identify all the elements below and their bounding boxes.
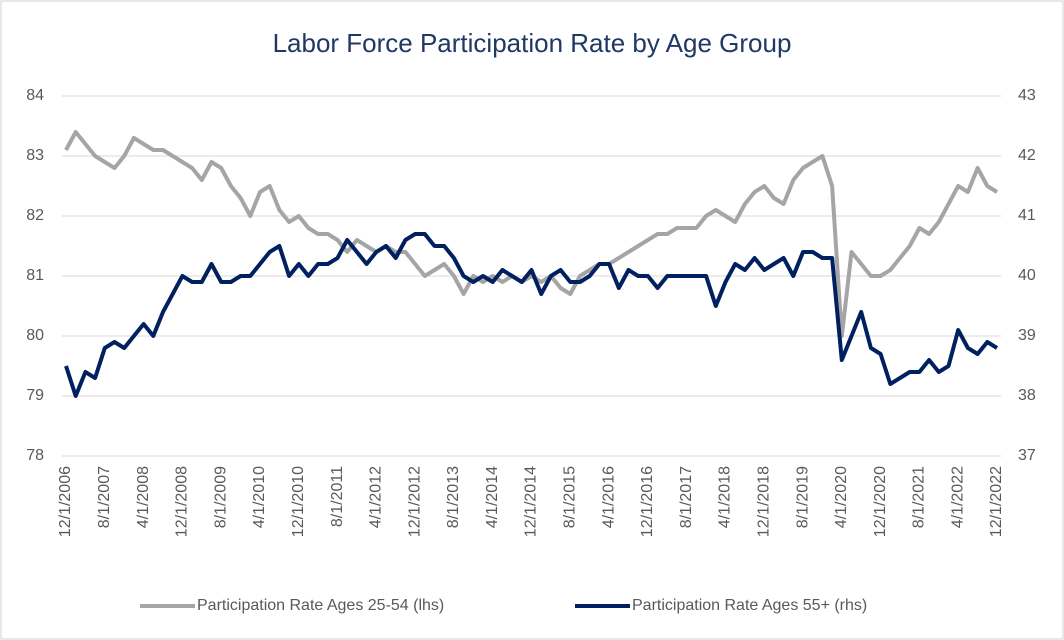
y2-tick-label: 42 — [1018, 147, 1036, 164]
x-tick-label: 4/1/2010 — [251, 466, 268, 528]
x-tick-label: 4/1/2008 — [135, 466, 152, 528]
x-tick-label: 8/1/2013 — [445, 466, 462, 528]
y-tick-label: 83 — [26, 147, 44, 164]
x-tick-label: 4/1/2014 — [484, 466, 501, 528]
x-tick-label: 8/1/2009 — [212, 466, 229, 528]
y2-tick-label: 41 — [1018, 207, 1036, 224]
y2-tick-label: 39 — [1018, 327, 1036, 344]
y-tick-label: 78 — [26, 447, 44, 464]
series-line — [64, 232, 999, 398]
x-tick-label: 8/1/2017 — [678, 466, 695, 528]
y2-tick-label: 38 — [1018, 387, 1036, 404]
x-tick-label: 8/1/2015 — [562, 466, 579, 528]
x-tick-label: 12/1/2006 — [57, 466, 74, 537]
y-tick-label: 79 — [26, 387, 44, 404]
y-tick-label: 84 — [26, 87, 44, 104]
legend-label: Participation Rate Ages 25-54 (lhs) — [197, 597, 444, 614]
x-tick-label: 4/1/2020 — [833, 466, 850, 528]
x-tick-label: 12/1/2008 — [174, 466, 191, 537]
x-tick-label: 12/1/2014 — [523, 466, 540, 537]
x-tick-label: 8/1/2007 — [96, 466, 113, 528]
x-tick-label: 12/1/2016 — [639, 466, 656, 537]
y-tick-label: 80 — [26, 327, 44, 344]
x-tick-label: 8/1/2019 — [794, 466, 811, 528]
y2-tick-label: 40 — [1018, 267, 1036, 284]
x-tick-label: 12/1/2018 — [755, 466, 772, 537]
y2-tick-label: 37 — [1018, 447, 1036, 464]
y-tick-label: 81 — [26, 267, 44, 284]
x-tick-label: 12/1/2020 — [872, 466, 889, 537]
x-tick-label: 12/1/2022 — [988, 466, 1005, 537]
x-tick-label: 8/1/2021 — [911, 466, 928, 528]
x-tick-label: 4/1/2018 — [717, 466, 734, 528]
x-tick-label: 12/1/2010 — [290, 466, 307, 537]
x-tick-label: 4/1/2016 — [600, 466, 617, 528]
x-tick-label: 12/1/2012 — [406, 466, 423, 537]
x-tick-label: 4/1/2012 — [368, 466, 385, 528]
y2-tick-label: 43 — [1018, 87, 1036, 104]
x-tick-label: 4/1/2022 — [949, 466, 966, 528]
chart-title: Labor Force Participation Rate by Age Gr… — [273, 28, 792, 58]
legend-label: Participation Rate Ages 55+ (rhs) — [632, 597, 867, 614]
x-tick-label: 8/1/2011 — [329, 466, 346, 527]
series-line — [64, 130, 999, 338]
y-tick-label: 82 — [26, 207, 44, 224]
